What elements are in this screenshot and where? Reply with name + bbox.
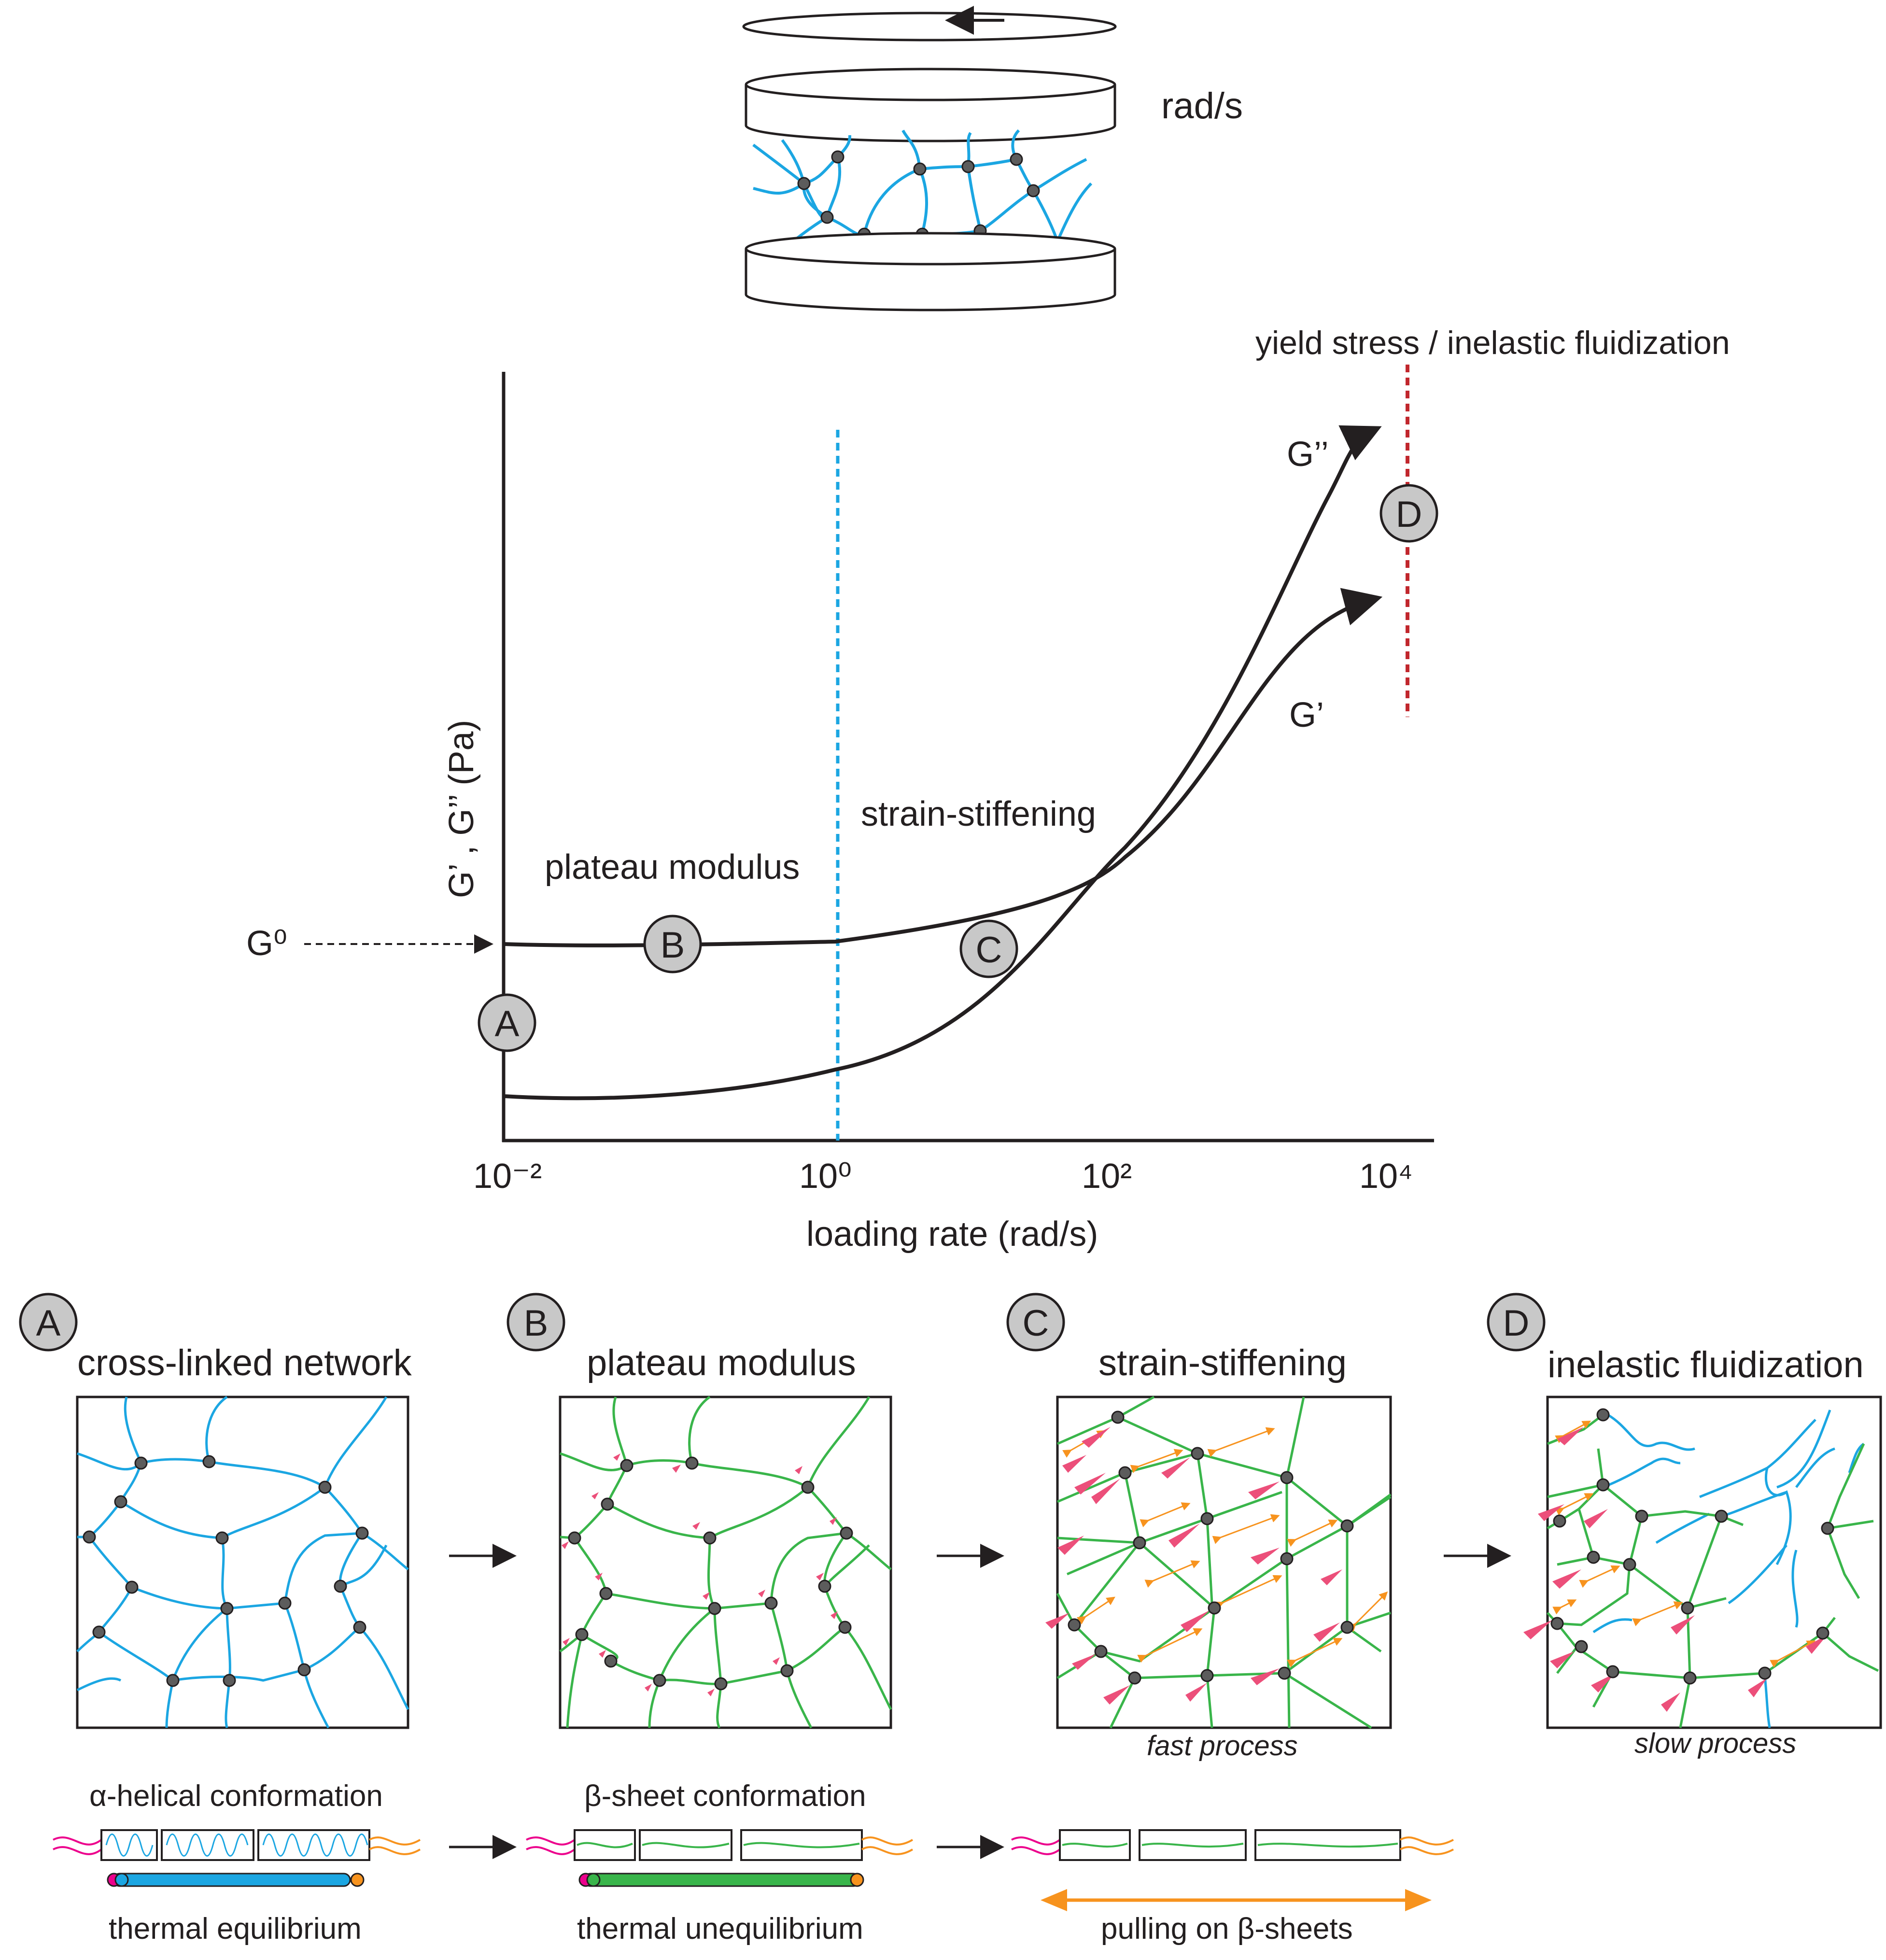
conformation-a-top: α-helical conformation (89, 1779, 383, 1813)
g-prime-curve (503, 588, 1383, 947)
svg-text:D: D (1396, 494, 1422, 535)
panel-d-network: slow process (1523, 1396, 1882, 1759)
x-tick-label: 10⁴ (1359, 1157, 1413, 1196)
x-tick-label: 10² (1082, 1157, 1132, 1196)
bottom-plate (745, 249, 1116, 311)
panel-headers: A cross-linked network B plateau modulus… (19, 1293, 1864, 1385)
rheometer-rate-label: rad/s (1161, 85, 1243, 127)
panel-c-network: fast process (1045, 1396, 1392, 1762)
svg-text:B: B (661, 925, 685, 966)
panel-b-network (559, 1396, 892, 1729)
panel-a-letter: A (36, 1303, 61, 1344)
g-double-prime-label: G’’ (1287, 435, 1329, 474)
svg-text:C: C (976, 930, 1002, 971)
panel-a-title: cross-linked network (77, 1342, 412, 1383)
marker-d: D (1379, 484, 1438, 543)
x-tick-label: 10⁰ (799, 1157, 852, 1196)
marker-b: B (643, 915, 702, 973)
g-prime-label: G’ (1289, 696, 1324, 734)
modulus-graph: G⁰ G’ , G’’ (Pa) loading rate (rad/s) 10… (246, 324, 1730, 1254)
panel-b-title: plateau modulus (587, 1342, 856, 1383)
panel-d-caption: slow process (1634, 1728, 1796, 1759)
g-double-prime-curve (503, 425, 1382, 1100)
x-tick-label: 10⁻² (473, 1157, 542, 1196)
conformation-row: α-helical conformation thermal equilibri… (53, 1779, 1454, 1946)
marker-a: A (478, 993, 536, 1052)
rotation-ring (742, 12, 1117, 42)
x-axis-label: loading rate (rad/s) (806, 1215, 1098, 1254)
beta-sheet-chain (526, 1829, 914, 1887)
panel-c-caption: fast process (1147, 1730, 1298, 1762)
y-axis-label: G’ , G’’ (Pa) (442, 720, 481, 898)
alpha-helix-chain (53, 1829, 421, 1887)
marker-c: C (959, 919, 1018, 978)
svg-text:A: A (495, 1003, 520, 1044)
yield-label: yield stress / inelastic fluidization (1255, 324, 1730, 361)
conformation-c-bottom: pulling on β-sheets (1101, 1912, 1353, 1946)
conformation-b-bottom: thermal unequilibrium (577, 1912, 863, 1946)
panel-c-letter: C (1023, 1303, 1049, 1344)
panel-a-network (76, 1396, 409, 1729)
region-stiffening-label: strain-stiffening (861, 795, 1096, 833)
panel-c-title: strain-stiffening (1098, 1342, 1347, 1383)
conformation-b-top: β-sheet conformation (584, 1779, 866, 1813)
conformation-a-bottom: thermal equilibrium (109, 1912, 362, 1946)
panel-d-letter: D (1503, 1303, 1530, 1344)
panel-d-title: inelastic fluidization (1548, 1344, 1864, 1385)
rheometer: rad/s (742, 6, 1243, 311)
g0-label: G⁰ (246, 924, 287, 963)
region-plateau-label: plateau modulus (545, 848, 800, 887)
pulled-beta-chain (1011, 1829, 1454, 1911)
panel-b-letter: B (524, 1303, 549, 1344)
